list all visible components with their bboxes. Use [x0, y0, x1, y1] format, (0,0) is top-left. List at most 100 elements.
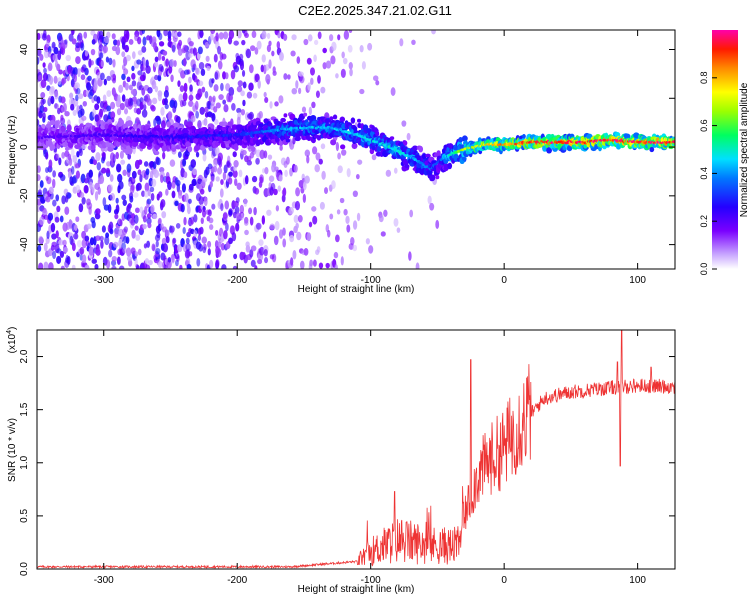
heatmap-noise-cell	[108, 57, 113, 66]
heatmap-noise-cell	[293, 164, 298, 173]
heatmap-noise-cell	[141, 109, 148, 118]
heatmap-noise-cell	[146, 198, 152, 205]
heatmap-noise-cell	[233, 253, 238, 260]
colorbar-tick-label: 0.0	[699, 263, 709, 276]
heatmap-noise-cell	[310, 67, 315, 76]
heatmap-noise-cell	[282, 238, 287, 248]
heatmap-noise-cell	[261, 215, 266, 225]
heatmap-noise-cell	[298, 87, 302, 95]
heatmap-noise-cell	[179, 85, 185, 92]
heatmap-noise-cell	[143, 58, 147, 68]
heatmap-noise-cell	[361, 61, 366, 70]
heatmap-noise-cell	[71, 30, 75, 36]
heatmap-noise-cell	[205, 166, 210, 176]
heatmap-noise-cell	[427, 195, 432, 205]
heatmap-noise-cell	[337, 34, 341, 41]
heatmap-noise-cell	[151, 243, 156, 252]
heatmap-noise-cell	[100, 59, 105, 68]
heatmap-noise-cell	[195, 67, 200, 76]
heatmap-noise-cell	[233, 159, 239, 168]
heatmap-noise-cell	[46, 230, 50, 240]
heatmap-noise-cell	[107, 204, 112, 214]
heatmap-noise-cell	[246, 160, 252, 166]
heatmap-noise-cell	[318, 158, 323, 165]
heatmap-noise-cell	[152, 213, 158, 220]
heatmap-noise-cell	[213, 84, 219, 92]
heatmap-noise-cell	[204, 90, 209, 99]
heatmap-noise-cell	[61, 151, 65, 159]
heatmap-noise-cell	[74, 82, 80, 90]
heatmap-noise-cell	[165, 235, 170, 244]
heatmap-ridge-cell	[403, 140, 408, 146]
heatmap-noise-cell	[123, 68, 129, 75]
heatmap-noise-cell	[86, 223, 92, 229]
heatmap-noise-cell	[55, 194, 60, 202]
heatmap-ridge-cell	[303, 112, 308, 117]
heatmap-noise-cell	[233, 40, 239, 46]
heatmap-noise-cell	[76, 240, 83, 248]
heatmap-noise-cell	[188, 198, 192, 204]
heatmap-noise-cell	[178, 39, 183, 47]
heatmap-noise-cell	[99, 52, 104, 59]
heatmap-noise-cell	[431, 30, 436, 35]
heatmap-noise-cell	[177, 80, 181, 88]
heatmap-noise-cell	[241, 39, 246, 46]
heatmap-noise-cell	[136, 265, 140, 269]
heatmap-noise-cell	[71, 176, 77, 184]
heatmap-ridge-cell	[583, 144, 588, 149]
heatmap-noise-cell	[151, 97, 158, 105]
heatmap-noise-cell	[112, 153, 116, 164]
snr-series-line	[37, 330, 675, 569]
heatmap-noise-cell	[114, 213, 119, 220]
heatmap-noise-cell	[290, 257, 294, 266]
heatmap-noise-cell	[114, 229, 119, 239]
heatmap-noise-cell	[251, 175, 258, 183]
heatmap-noise-cell	[60, 114, 64, 121]
heatmap-noise-cell	[188, 251, 193, 257]
heatmap-noise-cell	[269, 223, 275, 230]
heatmap-noise-cell	[124, 82, 129, 91]
heatmap-noise-cell	[221, 264, 227, 269]
heatmap-noise-cell	[143, 161, 149, 167]
heatmap-noise-cell	[106, 161, 111, 167]
heatmap-noise-cell	[37, 74, 43, 81]
spectrogram-xtick-label: -200	[227, 275, 247, 286]
heatmap-noise-cell	[68, 219, 73, 230]
heatmap-noise-cell	[113, 208, 119, 215]
heatmap-noise-cell	[43, 67, 47, 74]
heatmap-noise-cell	[250, 245, 257, 252]
heatmap-noise-cell	[199, 106, 205, 115]
heatmap-noise-cell	[131, 51, 136, 60]
heatmap-noise-cell	[266, 44, 272, 53]
heatmap-noise-cell	[257, 258, 263, 265]
heatmap-noise-cell	[164, 103, 169, 110]
heatmap-noise-cell	[107, 184, 114, 193]
heatmap-noise-cell	[83, 31, 88, 39]
heatmap-noise-cell	[274, 101, 279, 107]
heatmap-noise-cell	[56, 248, 62, 254]
heatmap-noise-cell	[125, 54, 131, 62]
heatmap-noise-cell	[291, 87, 298, 95]
heatmap-noise-cell	[167, 257, 172, 263]
heatmap-noise-cell	[263, 91, 267, 98]
heatmap-ridge-cell	[329, 116, 334, 121]
heatmap-ridge-cell	[255, 117, 260, 122]
heatmap-ridge-cell	[154, 144, 161, 150]
heatmap-noise-cell	[263, 231, 267, 240]
spectrogram-xlabel: Height of straight line (km)	[298, 284, 415, 295]
heatmap-noise-cell	[198, 196, 204, 206]
heatmap-noise-cell	[139, 174, 143, 183]
heatmap-noise-cell	[157, 92, 162, 102]
heatmap-noise-cell	[82, 100, 87, 107]
heatmap-noise-cell	[199, 188, 205, 195]
heatmap-noise-cell	[321, 170, 326, 180]
heatmap-noise-cell	[401, 120, 407, 127]
heatmap-noise-cell	[171, 253, 175, 263]
heatmap-noise-cell	[98, 30, 104, 40]
heatmap-noise-cell	[314, 164, 320, 173]
colorbar-ticks: 0.0 0.2 0.4 0.6 0.8	[699, 72, 717, 276]
heatmap-noise-cell	[184, 249, 191, 259]
heatmap-noise-cell	[185, 237, 190, 245]
heatmap-noise-cell	[312, 259, 317, 267]
heatmap-noise-cell	[81, 254, 87, 264]
